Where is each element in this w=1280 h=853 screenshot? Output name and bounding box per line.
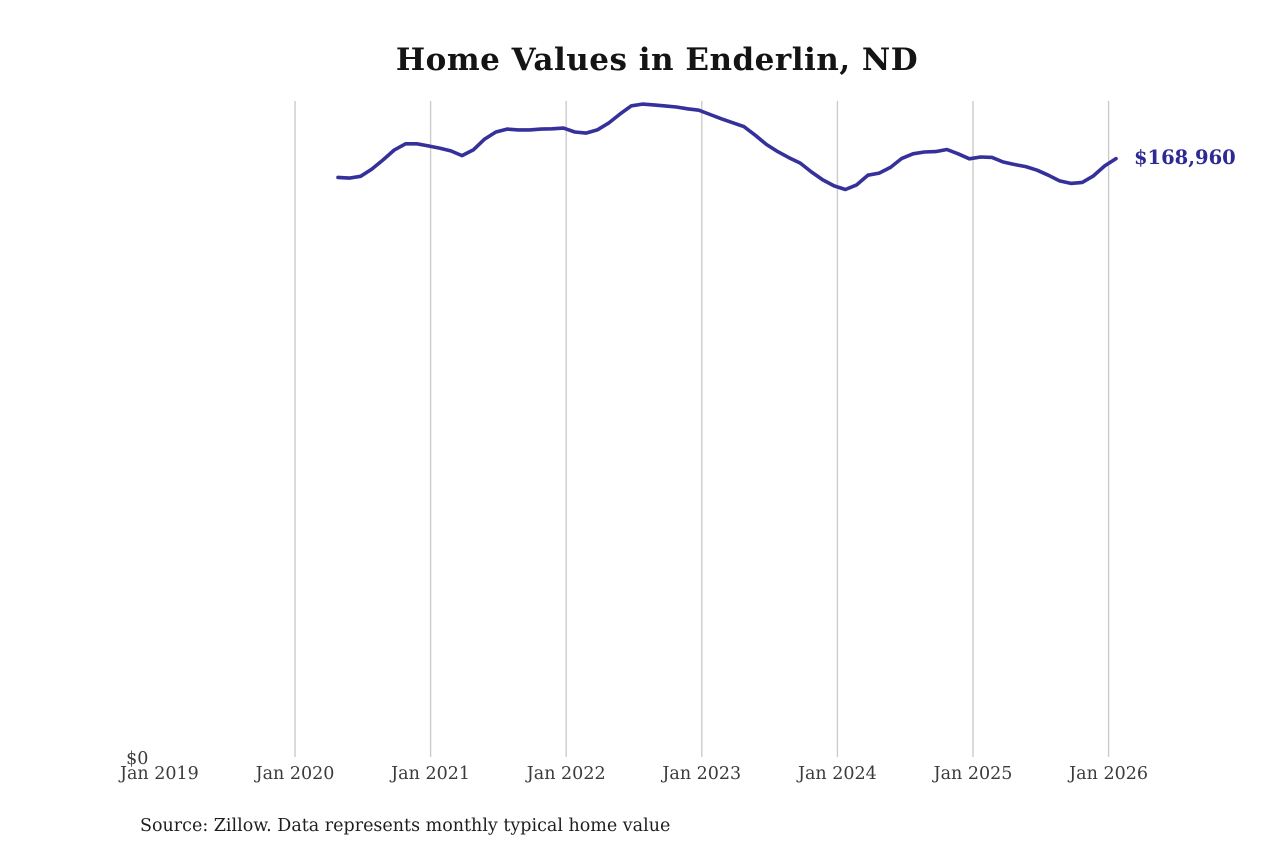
x-axis-label: Jan 2020 [255,764,335,784]
x-axis-label: Jan 2023 [662,764,742,784]
x-axis-label: Jan 2022 [526,764,606,784]
x-axis-label: Jan 2021 [391,764,470,784]
y-axis-zero-label: $0 [126,749,149,769]
chart-title: Home Values in Enderlin, ND [395,42,919,78]
home-value-line-series [336,102,1118,192]
x-axis-label: Jan 2019 [119,764,199,784]
x-axis-label: Jan 2024 [797,764,877,784]
source-note: Source: Zillow. Data represents monthly … [140,816,671,836]
year-gridlines [294,101,1110,757]
latest-value-label: $168,960 [1133,145,1236,169]
x-axis-label: Jan 2026 [1069,764,1148,784]
x-axis-label: Jan 2025 [933,764,1013,784]
